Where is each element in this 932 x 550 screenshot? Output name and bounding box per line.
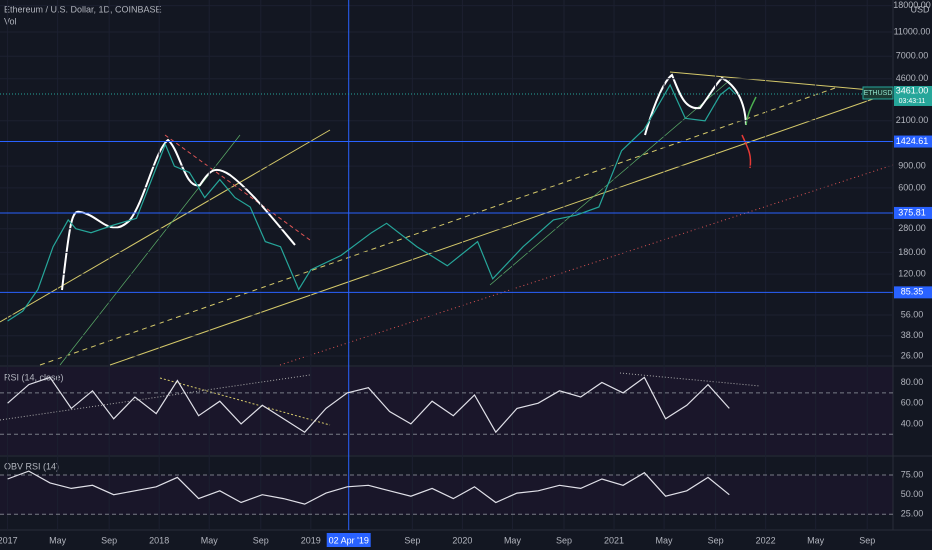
y-tick-label: 2100.00 <box>896 115 929 125</box>
y-tick-label: 7000.00 <box>896 51 929 61</box>
x-tick-label: Sep <box>404 535 420 545</box>
y-tick-label: 26.00 <box>901 350 924 360</box>
y-tick-label: 50.00 <box>901 489 924 499</box>
y-tick-label: 120.00 <box>898 268 926 278</box>
trend-line <box>489 79 731 286</box>
y-tick-label: 4600.00 <box>896 73 929 83</box>
x-tick-label: Sep <box>253 535 269 545</box>
y-tick-label: 18000.00 <box>893 0 931 10</box>
trend-line <box>0 129 331 323</box>
y-tick-label: 900.00 <box>898 161 926 171</box>
x-tick-label: 2020 <box>452 535 472 545</box>
arrow <box>741 134 752 169</box>
volume-label: Vol <box>4 16 17 26</box>
arrow <box>745 96 757 126</box>
x-tick-label: 2021 <box>604 535 624 545</box>
y-tick-label: 56.00 <box>901 309 924 319</box>
countdown-label: 03:43:11 <box>899 98 926 105</box>
drawing <box>644 73 747 136</box>
chart-title: Ethereum / U.S. Dollar, 1D, COINBASE <box>4 4 162 14</box>
trend-line <box>619 372 761 387</box>
x-tick-label: Sep <box>556 535 572 545</box>
y-tick-label: 60.00 <box>901 398 924 408</box>
x-tick-label: May <box>807 535 825 545</box>
unit-label: USD <box>910 4 930 14</box>
symbol-label: ETHUSD <box>864 90 893 97</box>
x-tick-label: 2022 <box>756 535 776 545</box>
trend-line <box>159 377 331 426</box>
crosshair-label: 02 Apr '19 <box>329 535 369 545</box>
trend-line <box>0 374 311 421</box>
y-tick-label: 25.00 <box>901 509 924 519</box>
x-tick-label: Sep <box>101 535 117 545</box>
x-tick-label: Sep <box>708 535 724 545</box>
x-tick-label: 2018 <box>149 535 169 545</box>
trend-line <box>279 164 894 366</box>
level-label: 85.35 <box>901 287 924 297</box>
y-tick-label: 75.00 <box>901 469 924 479</box>
trend-line <box>59 134 241 366</box>
series-line <box>7 470 730 505</box>
series-line <box>7 376 730 434</box>
symbol-badge <box>862 86 894 100</box>
level-badge <box>894 135 932 148</box>
price-label: 3461.00 <box>896 85 929 95</box>
y-tick-label: 600.00 <box>898 182 926 192</box>
crosshair-badge <box>326 533 371 547</box>
y-tick-label: 40.00 <box>901 418 924 428</box>
y-tick-label: 180.00 <box>898 247 926 257</box>
level-label: 1424.61 <box>896 136 929 146</box>
y-tick-label: 38.00 <box>901 330 924 340</box>
panel-title: RSI (14, close) <box>4 372 64 382</box>
drawing <box>61 138 296 291</box>
x-tick-label: May <box>504 535 522 545</box>
trend-line <box>164 134 311 241</box>
x-tick-label: May <box>656 535 674 545</box>
level-badge <box>894 206 932 219</box>
y-tick-label: 280.00 <box>898 223 926 233</box>
x-tick-label: May <box>201 535 219 545</box>
trend-line <box>669 71 894 93</box>
level-badge <box>894 286 932 299</box>
level-label: 375.81 <box>898 207 926 217</box>
x-tick-label: Sep <box>859 535 875 545</box>
series-line <box>7 83 736 322</box>
x-tick-label: May <box>49 535 67 545</box>
x-tick-label: 2017 <box>0 535 18 545</box>
panel-title: OBV RSI (14) <box>4 461 59 471</box>
y-tick-label: 80.00 <box>901 377 924 387</box>
x-tick-label: 2019 <box>301 535 321 545</box>
price-badge <box>894 85 932 106</box>
y-tick-label: 11000.00 <box>894 26 931 36</box>
